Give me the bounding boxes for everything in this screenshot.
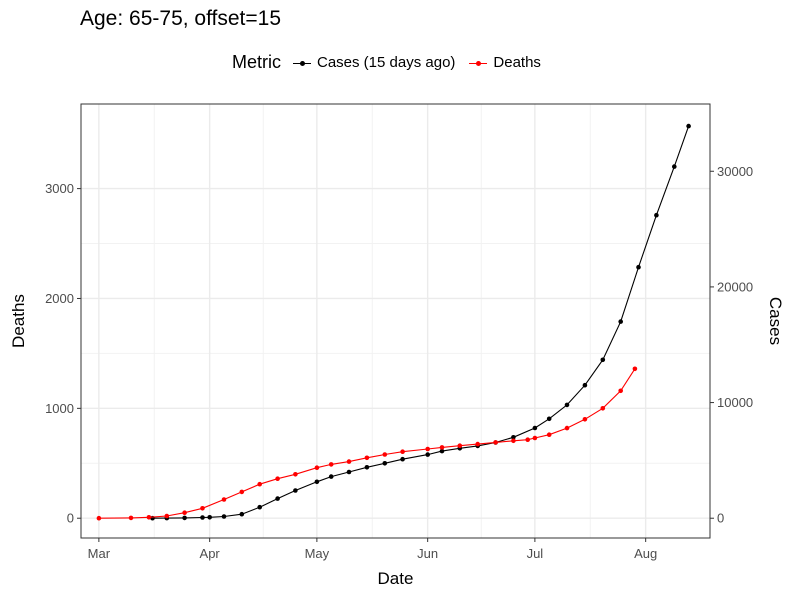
data-point-cases (200, 515, 205, 520)
legend-label-deaths: Deaths (493, 54, 541, 71)
data-point-cases (182, 515, 187, 521)
series-line-cases (152, 125, 690, 519)
y-tick-label: 0 (67, 511, 74, 526)
y2-tick-label: 20000 (717, 279, 753, 294)
data-point-deaths (600, 406, 606, 411)
x-tick-label: May (305, 546, 330, 561)
data-point-cases (314, 479, 320, 485)
y-tick-label: 3000 (45, 181, 74, 196)
y2-tick-label: 0 (717, 511, 724, 526)
data-point-cases (400, 456, 405, 462)
data-point-deaths (146, 515, 152, 520)
data-point-deaths (532, 435, 538, 441)
data-point-cases (257, 504, 263, 510)
data-point-cases (686, 123, 691, 129)
data-point-cases (654, 212, 659, 218)
data-point-cases (582, 382, 588, 388)
data-point-deaths (346, 459, 352, 464)
legend-label-cases: Cases (15 days ago) (317, 54, 456, 71)
data-point-deaths (96, 515, 102, 521)
data-point-deaths (293, 472, 298, 477)
data-point-deaths (182, 510, 187, 515)
data-point-deaths (400, 449, 405, 455)
data-point-cases (564, 402, 570, 408)
data-point-deaths (475, 441, 481, 447)
data-point-cases (511, 435, 516, 440)
data-point-deaths (632, 366, 638, 372)
data-point-deaths (128, 515, 134, 521)
legend-item-cases: Cases (15 days ago) (291, 54, 455, 71)
data-point-cases (364, 465, 370, 470)
data-point-deaths (314, 465, 320, 471)
data-point-deaths (200, 506, 205, 511)
data-point-cases (425, 452, 431, 457)
data-point-cases (532, 425, 538, 431)
data-point-deaths (425, 446, 431, 452)
data-point-deaths (275, 476, 280, 482)
x-tick-label: Aug (634, 546, 657, 561)
plot-panel (81, 104, 710, 538)
legend-dot-deaths (476, 60, 482, 66)
data-point-deaths (457, 443, 463, 449)
x-tick-label: Apr (200, 546, 221, 561)
data-point-cases (672, 164, 677, 169)
data-point-cases (293, 488, 298, 493)
data-point-deaths (239, 489, 245, 495)
y-axis-title: Deaths (9, 294, 28, 348)
data-point-deaths (364, 455, 370, 461)
data-point-deaths (525, 437, 530, 443)
y2-tick-label: 30000 (717, 164, 753, 179)
data-point-deaths (257, 481, 263, 487)
x-tick-label: Mar (88, 546, 111, 561)
data-point-deaths (511, 438, 516, 444)
y2-tick-label: 10000 (717, 395, 753, 410)
data-point-deaths (582, 417, 588, 422)
data-point-deaths (221, 497, 227, 502)
data-point-cases (275, 496, 280, 501)
x-axis-title: Date (378, 569, 414, 588)
data-point-deaths (328, 462, 334, 467)
data-point-cases (439, 448, 445, 454)
data-point-deaths (382, 452, 388, 457)
data-point-cases (346, 469, 352, 475)
plot-border (80, 103, 711, 539)
data-point-deaths (564, 425, 570, 431)
data-point-cases (636, 264, 641, 270)
data-point-cases (382, 461, 388, 466)
data-point-cases (221, 514, 227, 519)
legend-key-cases (291, 56, 313, 70)
data-point-cases (618, 319, 623, 324)
legend-key-deaths (467, 56, 489, 70)
data-point-deaths (493, 440, 498, 445)
legend-title: Metric (232, 52, 281, 72)
data-point-cases (207, 515, 212, 520)
x-tick-label: Jun (417, 546, 438, 561)
y-tick-label: 2000 (45, 291, 74, 306)
data-point-cases (546, 416, 552, 422)
data-point-deaths (164, 513, 170, 519)
data-point-cases (328, 474, 334, 479)
legend-dot-cases (300, 60, 305, 66)
chart-title: Age: 65-75, offset=15 (80, 7, 282, 30)
y-tick-label: 1000 (45, 401, 74, 416)
legend-item-deaths: Deaths (467, 54, 541, 71)
data-point-cases (239, 511, 245, 517)
data-point-deaths (546, 432, 552, 438)
x-tick-label: Jul (527, 546, 544, 561)
data-point-deaths (618, 388, 623, 394)
data-point-deaths (439, 445, 445, 450)
y2-axis-title: Cases (766, 297, 785, 345)
data-point-cases (600, 357, 606, 363)
legend: Metric Cases (15 days ago) Deaths (232, 52, 553, 73)
